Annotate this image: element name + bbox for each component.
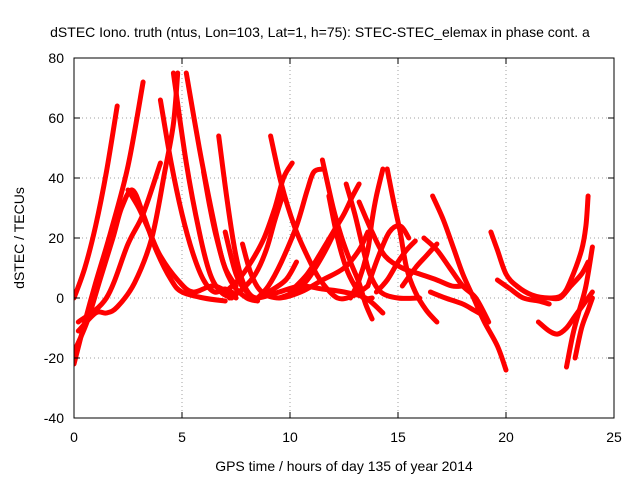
y-tick-label: 40 [48, 170, 64, 186]
y-tick-label: 20 [48, 230, 64, 246]
x-tick-label: 10 [282, 429, 298, 445]
series-line [365, 223, 412, 289]
series-line [74, 187, 228, 355]
series-line [157, 97, 239, 298]
series-line [74, 103, 120, 301]
series-line [384, 166, 440, 325]
series-line [227, 190, 286, 301]
grid-lines [74, 58, 614, 418]
series-layer [74, 70, 595, 373]
series-line [75, 160, 163, 325]
x-tick-label: 25 [606, 429, 622, 445]
series-line [427, 289, 487, 319]
y-tick-label: -20 [44, 350, 64, 366]
series-line [546, 259, 591, 302]
y-tick-label: 60 [48, 110, 64, 126]
x-tick-label: 15 [390, 429, 406, 445]
series-line [494, 277, 552, 307]
series-line [201, 169, 239, 289]
series-line [399, 241, 440, 289]
axis-ticks: 0 5 10 15 20 25 -40 -20 0 20 40 60 80 [44, 50, 622, 445]
series-line [125, 187, 239, 301]
series-line [222, 160, 295, 295]
series-line [572, 295, 595, 361]
series-line [430, 193, 509, 373]
series-line [170, 70, 235, 301]
series-line [373, 238, 418, 295]
y-tick-label: 80 [48, 50, 64, 66]
x-axis-label: GPS time / hours of day 135 of year 2014 [215, 458, 473, 474]
series-line [287, 181, 362, 295]
series-line [326, 193, 375, 302]
series-line [348, 166, 386, 301]
y-axis-label: dSTEC / TECUs [11, 187, 27, 289]
x-tick-label: 5 [178, 429, 186, 445]
chart-title: dSTEC Iono. truth (ntus, Lon=103, Lat=1,… [50, 24, 590, 40]
series-line [255, 166, 325, 301]
series-line [75, 70, 181, 334]
y-tick-label: 0 [56, 290, 64, 306]
y-tick-label: -40 [44, 410, 64, 426]
x-tick-label: 20 [498, 429, 514, 445]
series-line [564, 244, 595, 370]
x-tick-label: 0 [70, 429, 78, 445]
series-line [535, 289, 595, 337]
